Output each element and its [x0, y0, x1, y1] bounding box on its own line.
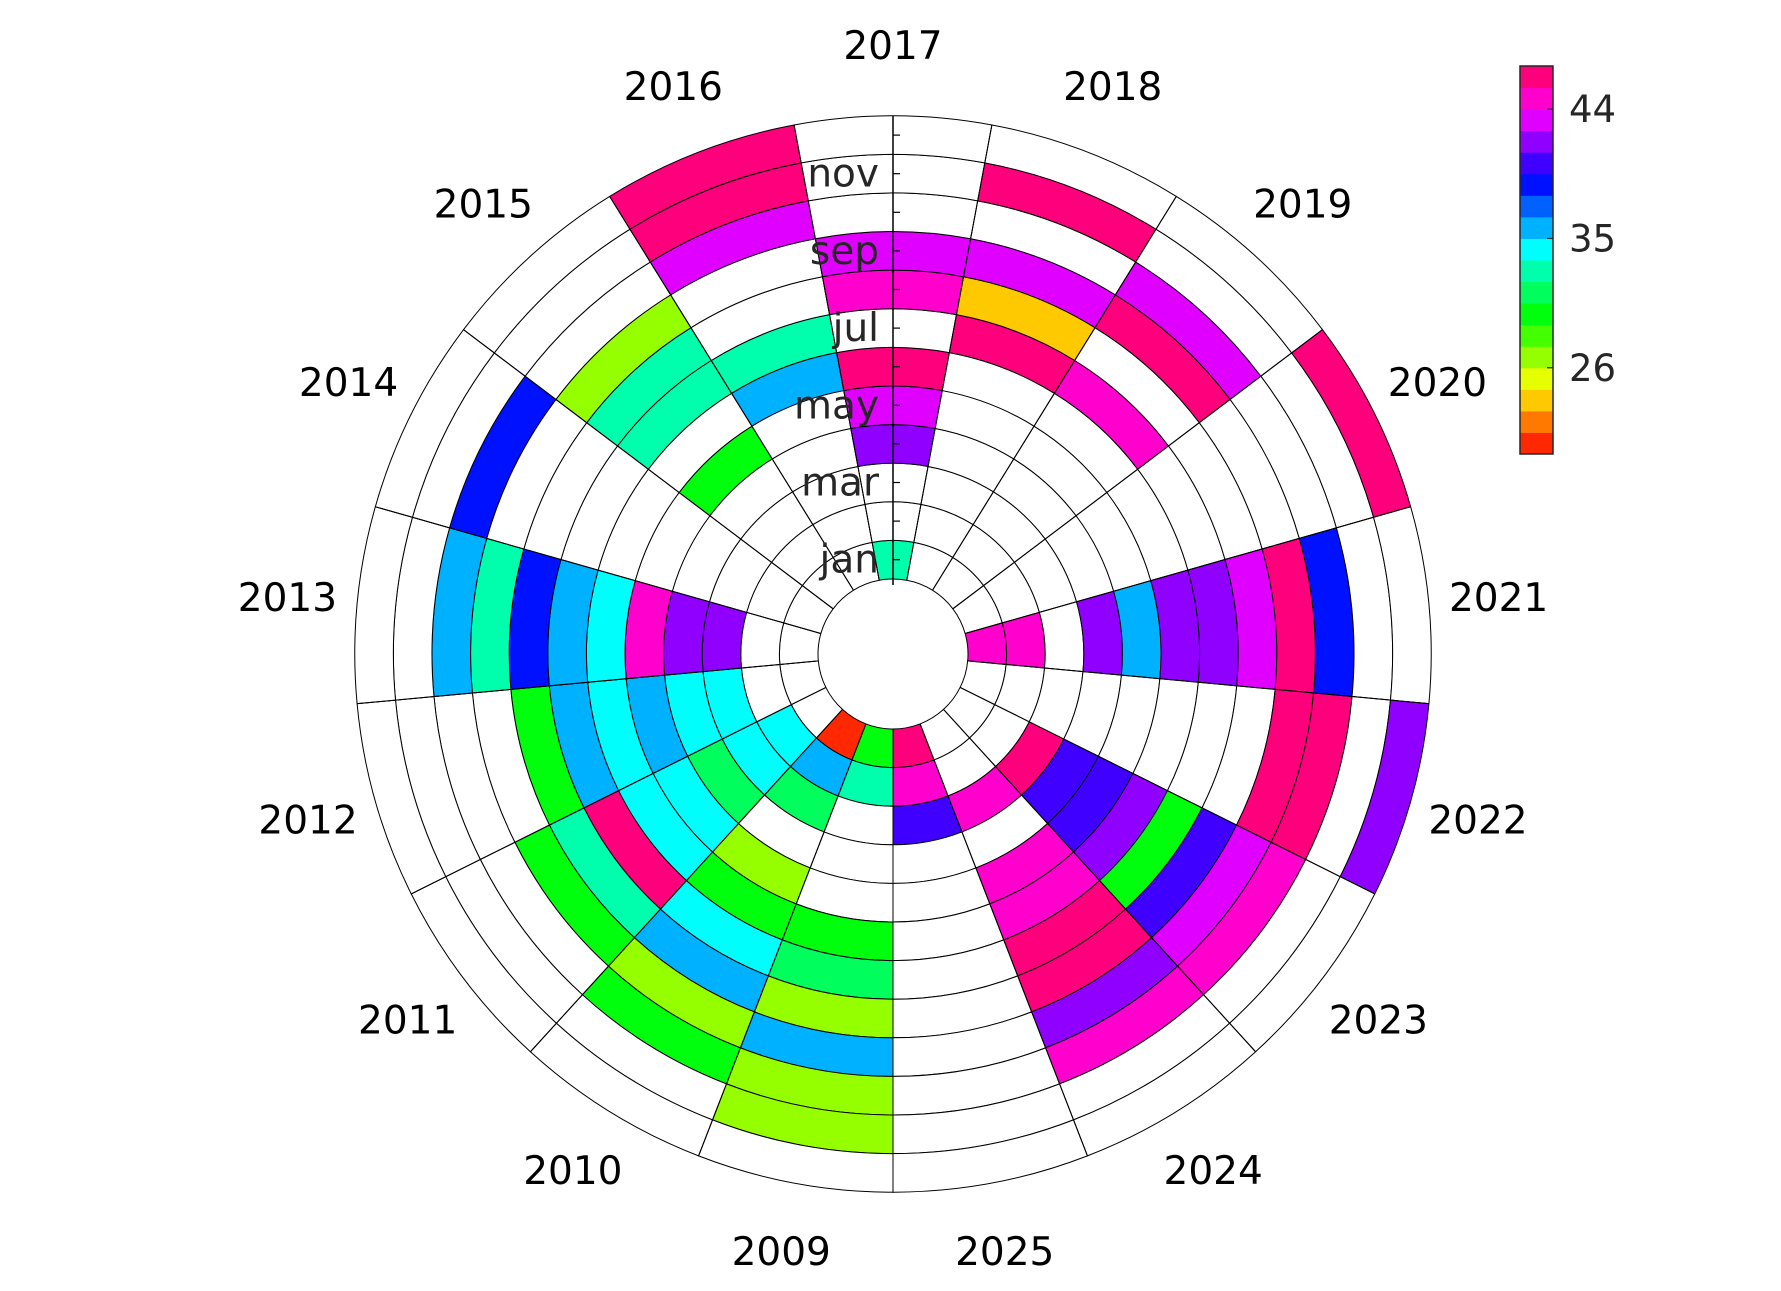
radial-gridline	[698, 723, 867, 1157]
radial-gridline	[967, 660, 1429, 705]
year-label-2023: 2023	[1329, 999, 1428, 1044]
colorbar-segment	[1520, 324, 1553, 347]
colorbar-segment	[1520, 109, 1553, 132]
year-label-2022: 2022	[1428, 798, 1527, 843]
radial-gridline	[530, 709, 843, 1053]
year-label-2013: 2013	[238, 576, 337, 621]
colorbar: 26 35 44	[1519, 65, 1616, 455]
colorbar-segment	[1520, 389, 1553, 412]
month-axis: jan mar may jul sep nov	[794, 115, 900, 585]
year-label-2009: 2009	[732, 1230, 831, 1275]
radial-gridline	[463, 329, 834, 610]
year-labels: 2009 2010 2011 2012 2013 2014 2015 2016 2017 2018…	[238, 24, 1548, 1275]
colorbar-segment	[1520, 130, 1553, 153]
colorbar-segment	[1520, 432, 1553, 455]
year-label-2015: 2015	[434, 183, 533, 228]
year-label-2012: 2012	[258, 798, 357, 843]
year-label-2019: 2019	[1253, 183, 1352, 228]
year-label-2010: 2010	[523, 1149, 622, 1194]
colorbar-segment	[1520, 260, 1553, 283]
radial-gridline	[609, 196, 854, 591]
colorbar-frame	[1519, 65, 1554, 455]
colorbar-segment	[1520, 303, 1553, 326]
month-label-jul: jul	[832, 306, 879, 351]
heatmap-cell-2013-mar	[701, 601, 748, 673]
radial-gridline	[932, 196, 1177, 591]
radial-gridline	[959, 686, 1375, 895]
radial-gridline	[943, 709, 1256, 1053]
radial-gridline	[375, 506, 821, 634]
colorbar-tick-label-35: 35	[1569, 217, 1616, 260]
year-label-2024: 2024	[1164, 1149, 1263, 1194]
heatmap-cell-2013-apr	[663, 590, 711, 676]
colorbar-segment	[1520, 238, 1553, 261]
colorbar-segment	[1520, 281, 1553, 304]
colorbar-segment	[1520, 216, 1553, 239]
month-label-jan: jan	[819, 538, 879, 583]
heatmap-cells	[354, 115, 1432, 1193]
colorbar-segment	[1520, 367, 1553, 390]
year-label-2017: 2017	[843, 24, 942, 69]
colorbar-segment	[1520, 152, 1553, 175]
colorbar-segment	[1520, 410, 1553, 433]
radial-gridline	[357, 660, 819, 705]
year-label-2020: 2020	[1388, 361, 1487, 406]
year-label-2021: 2021	[1449, 576, 1548, 621]
colorbar-segment	[1520, 87, 1553, 110]
colorbar-segment	[1520, 195, 1553, 218]
year-label-2014: 2014	[299, 361, 398, 406]
colorbar-tick-label-44: 44	[1569, 88, 1616, 131]
colorbar-tick-label-26: 26	[1569, 347, 1616, 390]
year-label-2011: 2011	[358, 999, 457, 1044]
polar-grid	[357, 124, 1429, 1193]
radial-gridline	[952, 329, 1323, 610]
radial-gridline	[906, 124, 993, 581]
year-label-2025: 2025	[955, 1230, 1054, 1275]
month-label-may: may	[794, 383, 879, 428]
heatmap-cell-2021-mar	[1038, 601, 1085, 673]
radial-gridline	[919, 723, 1088, 1157]
radial-gridline	[965, 506, 1411, 634]
month-label-mar: mar	[801, 461, 880, 506]
radial-gridline	[411, 686, 827, 895]
radial-gridline	[793, 124, 880, 581]
colorbar-segment	[1520, 346, 1553, 369]
year-label-2018: 2018	[1063, 65, 1162, 110]
month-label-sep: sep	[810, 229, 879, 274]
colorbar-segment	[1520, 173, 1553, 196]
year-label-2016: 2016	[624, 65, 723, 110]
heatmap-cell-2021-apr	[1075, 590, 1123, 676]
colorbar-segment	[1520, 66, 1553, 89]
month-label-nov: nov	[807, 152, 879, 197]
